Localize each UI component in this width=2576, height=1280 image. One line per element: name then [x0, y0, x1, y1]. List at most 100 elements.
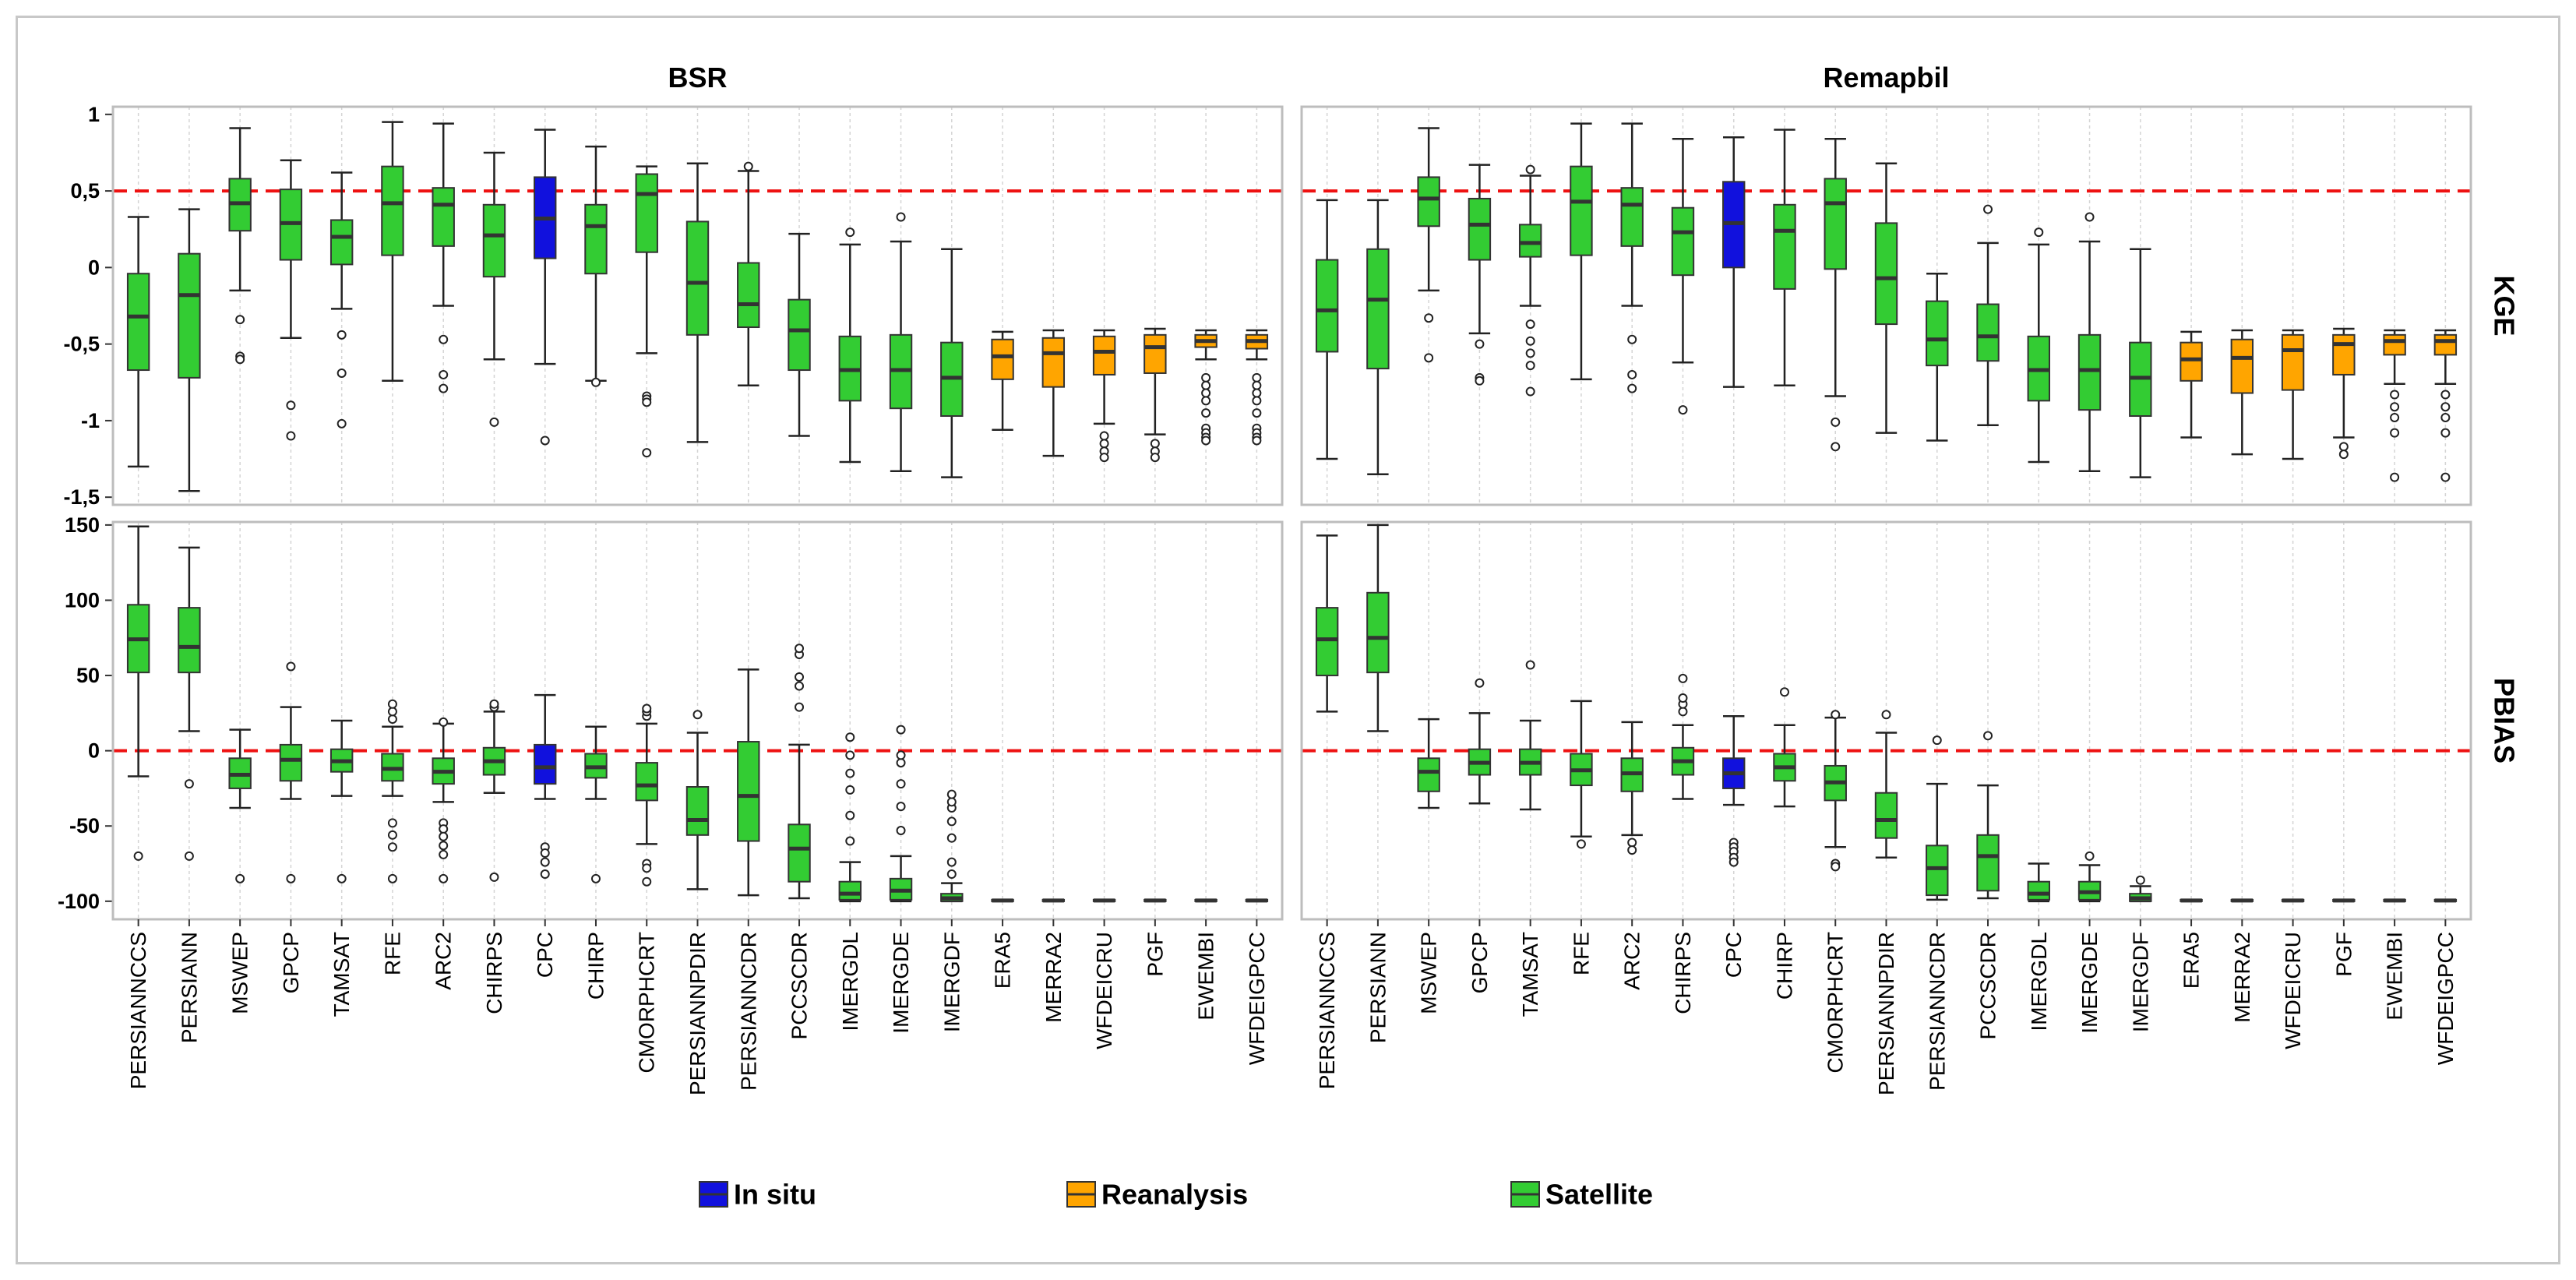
x-tick-label: PGF [1143, 932, 1167, 977]
box-mswep [1417, 718, 1440, 809]
outlier-point [387, 873, 397, 883]
box-rfe [381, 699, 404, 883]
outlier-point [896, 758, 906, 768]
outlier-point [2390, 412, 2400, 422]
box-persiann [1366, 199, 1390, 475]
x-tick-label: IMERGDL [2027, 932, 2051, 1031]
x-tick-label: CHIRP [583, 932, 608, 1000]
outlier-point [540, 857, 550, 867]
box-arc2 [1620, 721, 1644, 855]
outlier-point [946, 857, 957, 867]
outlier-point [1201, 372, 1211, 383]
box-cmorphcrt [635, 703, 658, 887]
legend-item-satellite: Satellite [1510, 1179, 1653, 1211]
outlier-point [1678, 405, 1688, 415]
outlier-point [1150, 453, 1160, 463]
outlier-point [1831, 710, 1841, 720]
box-iqr [1366, 591, 1390, 674]
outlier-point [590, 873, 601, 883]
outlier-point [439, 369, 449, 379]
legend-label: In situ [734, 1179, 816, 1211]
panel-border [1300, 105, 2472, 506]
x-tick-label: RFE [380, 932, 404, 975]
box-iqr [178, 252, 201, 379]
box-persiannccs [1315, 199, 1339, 460]
panel-pbias-bsr [111, 520, 1284, 921]
outlier-point [845, 810, 855, 820]
box-pgf [1144, 898, 1167, 903]
outlier-point [133, 851, 143, 861]
outlier-point [1252, 380, 1262, 390]
box-imergdf [2129, 248, 2152, 478]
box-iqr [1874, 222, 1898, 326]
outlier-point [337, 368, 347, 378]
box-iqr [1468, 197, 1492, 261]
y-tick-label: -0,5 [63, 333, 100, 356]
outlier-point [642, 876, 652, 887]
box-wfdeicru [2281, 898, 2305, 903]
box-cmorphcrt [1824, 710, 1847, 872]
outlier-point [286, 431, 296, 441]
y-tick-label: 100 [65, 588, 100, 612]
outlier-point [1627, 369, 1637, 379]
x-tick-label: WFDEICRU [1092, 932, 1116, 1049]
box-cpc [534, 693, 557, 880]
outlier-point [1525, 319, 1535, 330]
box-iqr [381, 165, 404, 256]
box-iqr [788, 823, 811, 883]
outlier-point [2135, 875, 2145, 885]
box-cpc [534, 129, 557, 446]
panel-border [111, 105, 1284, 506]
x-tick-label: IMERGDE [889, 932, 913, 1034]
x-tick-label: GPCP [279, 932, 303, 993]
outlier-point [795, 681, 805, 691]
box-persianncdr [737, 668, 760, 897]
box-persiannccs [126, 216, 150, 468]
box-iqr [1144, 333, 1167, 374]
box-iqr [584, 203, 608, 275]
box-gpcp [279, 661, 303, 883]
box-chirps [482, 151, 506, 427]
box-imergde [889, 212, 913, 473]
box-persianncdr [1926, 735, 1949, 901]
x-tick-label: EWEMBI [2383, 932, 2407, 1021]
box-merra2 [2230, 329, 2254, 456]
outlier-point [795, 702, 805, 712]
outlier-point [439, 717, 449, 727]
box-pccscdr [788, 644, 811, 900]
outlier-point [540, 869, 550, 880]
outlier-point [1475, 678, 1485, 688]
box-iqr [1926, 845, 1949, 897]
box-iqr [1874, 792, 1898, 839]
x-tick-label: PERSIANN [1366, 932, 1390, 1043]
x-tick-label: CHIRPS [482, 932, 506, 1014]
box-iqr [2180, 341, 2203, 382]
box-iqr [2383, 333, 2406, 356]
box-mswep [228, 728, 252, 883]
y-tick-label: 1 [88, 103, 100, 126]
outlier-point [1627, 334, 1637, 344]
box-iqr [126, 273, 150, 372]
box-iqr [2332, 333, 2356, 376]
outlier-point [1627, 837, 1637, 848]
box-mswep [1417, 127, 1440, 363]
outlier-point [1201, 396, 1211, 406]
outlier-point [1525, 361, 1535, 371]
x-tick-label: IMERGDL [838, 932, 862, 1031]
outlier-point [1983, 204, 1993, 214]
box-iqr [1315, 259, 1339, 353]
outlier-point [845, 768, 855, 778]
x-tick-label: PCCSCDR [788, 932, 812, 1039]
y-tick-label: 0 [88, 739, 100, 763]
box-iqr [1976, 834, 2000, 892]
box-iqr [2281, 333, 2305, 391]
outlier-point [439, 334, 449, 344]
box-wfdeigpcc [2433, 898, 2458, 903]
box-era5 [2180, 330, 2203, 439]
box-imergde [2077, 851, 2102, 903]
box-rfe [381, 121, 404, 383]
outlier-point [439, 841, 449, 851]
outlier-point [845, 227, 855, 238]
outlier-point [845, 836, 855, 846]
outlier-point [1475, 376, 1485, 386]
